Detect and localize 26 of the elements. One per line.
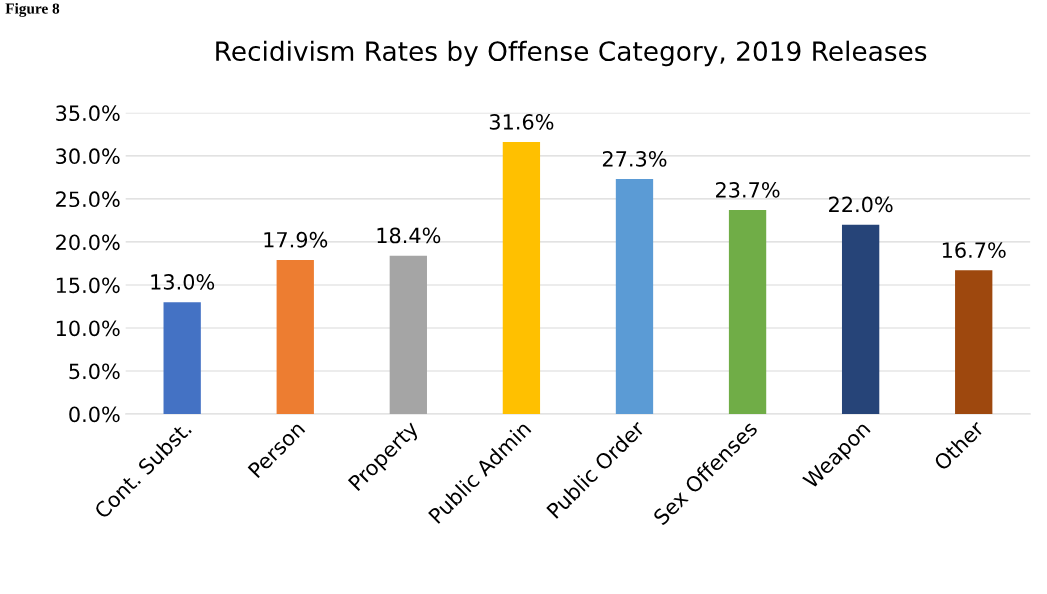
y-tick-label: 35.0% [56,105,120,122]
data-label: 23.7% [715,181,780,198]
data-label: 22.0% [829,196,893,213]
data-label: 13.0% [151,274,215,290]
data-label: 16.7% [942,242,1006,258]
bar [163,302,201,415]
data-label: 17.9% [264,231,328,248]
y-tick-label: 30.0% [56,148,120,165]
data-label: 31.6% [489,113,554,130]
bar [728,210,767,415]
y-tick-label: 5.0% [69,363,120,380]
caption: Figure 8 [5,2,60,17]
bar [615,179,654,415]
y-tick-label: 10.0% [56,320,120,337]
y-tick-label: 20.0% [56,234,120,251]
y-tick-label: 25.0% [56,191,120,208]
chart-title: Recidivism Rates by Offense Category, 2019 Releases [216,40,927,67]
bar [389,255,427,415]
bar [502,142,541,415]
y-tick-label: 0.0% [69,406,120,423]
data-label: 18.4% [377,227,441,244]
bar [276,260,314,415]
bar [841,224,880,415]
bar [955,270,993,415]
y-tick-label: 15.0% [56,277,120,294]
data-label: 27.3% [602,150,667,167]
